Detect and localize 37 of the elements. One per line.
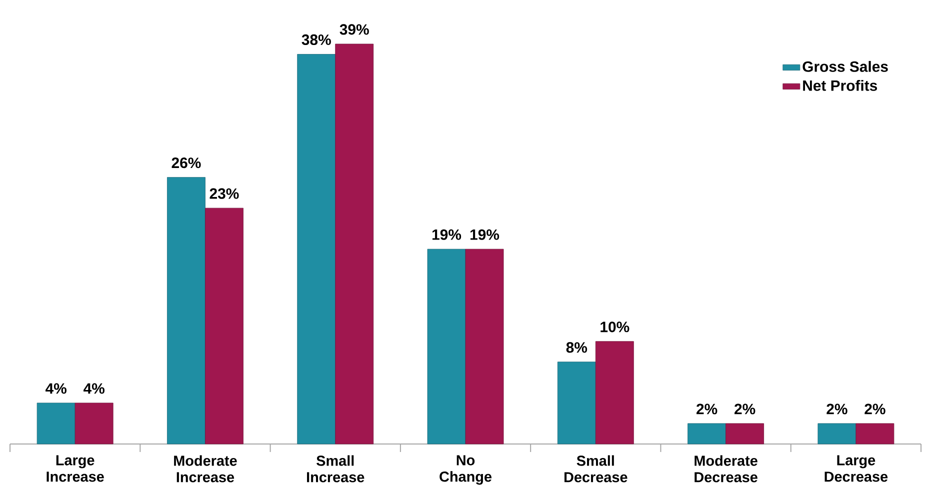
x-tick-label: Large Decrease xyxy=(824,455,888,482)
data-label: 23% xyxy=(210,188,239,199)
bar xyxy=(335,44,374,444)
bar xyxy=(856,423,894,444)
bar xyxy=(167,177,206,444)
data-label: 19% xyxy=(470,229,500,240)
data-label: 26% xyxy=(172,158,201,168)
data-label: 8% xyxy=(566,342,588,353)
data-label: 10% xyxy=(600,322,630,332)
legend-label: Net Profits xyxy=(803,80,878,91)
x-tick-label: Moderate Decrease xyxy=(694,455,758,482)
x-tick-label: Large Increase xyxy=(46,455,104,482)
bar xyxy=(74,402,114,444)
x-tick-label: Moderate Increase xyxy=(174,455,237,482)
x-tick-label: No Change xyxy=(440,455,492,485)
bar xyxy=(726,423,764,444)
data-label: 38% xyxy=(302,34,331,46)
bar xyxy=(688,423,726,444)
data-label: 4% xyxy=(84,383,104,394)
data-label: 2% xyxy=(696,404,718,414)
bar xyxy=(297,54,336,444)
bar xyxy=(465,248,504,444)
legend-label: Gross Sales xyxy=(802,60,888,72)
data-label: 2% xyxy=(864,404,886,414)
bar xyxy=(818,423,856,444)
bar xyxy=(427,248,466,444)
bar xyxy=(595,341,634,444)
data-label: 2% xyxy=(826,404,848,414)
x-tick-label: Small Increase xyxy=(307,455,364,482)
bar xyxy=(36,402,76,444)
bar xyxy=(557,362,596,444)
data-label: 19% xyxy=(432,229,462,240)
data-label: 4% xyxy=(46,383,66,394)
data-label: 39% xyxy=(340,24,369,35)
x-tick-label: Small Decrease xyxy=(564,455,628,482)
data-label: 2% xyxy=(734,404,756,414)
bar xyxy=(205,208,244,444)
